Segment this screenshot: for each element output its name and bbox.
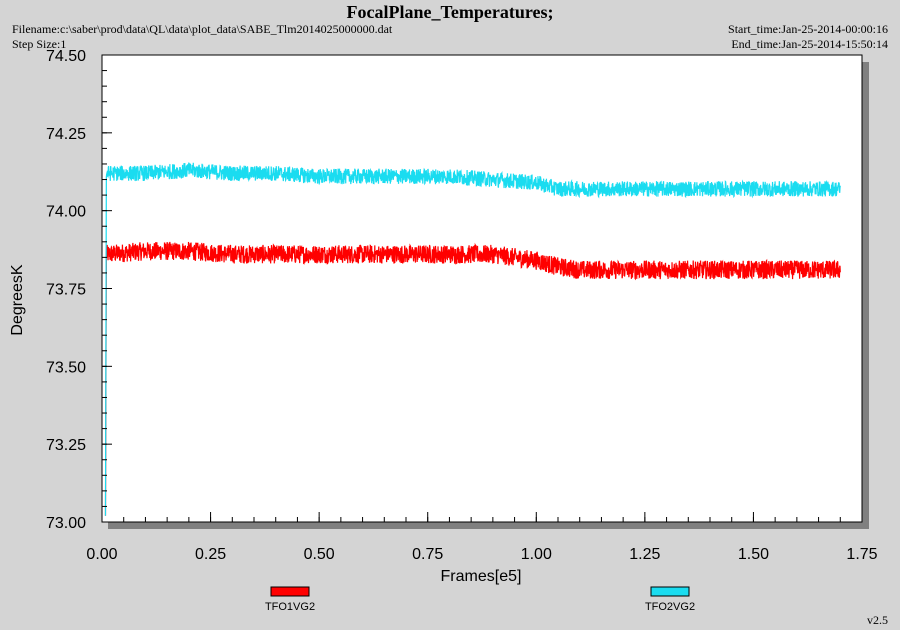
plot-area — [101, 54, 863, 523]
x-tick-label: 1.75 — [846, 546, 877, 563]
end-time-label: End_time:Jan-25-2014-15:50:14 — [731, 37, 888, 51]
x-tick-label: 0.25 — [195, 546, 226, 563]
x-tick-label: 0.50 — [304, 546, 335, 563]
series-line-tfo1vg2 — [104, 241, 841, 516]
y-tick-label: 74.00 — [46, 204, 86, 221]
legend: TFO1VG2 TFO2VG2 — [265, 586, 695, 613]
x-tick-label: 1.00 — [521, 546, 552, 563]
version-label: v2.5 — [867, 613, 888, 627]
chart-title: FocalPlane_Temperatures; — [346, 2, 554, 22]
y-tick-label: 73.00 — [46, 515, 86, 532]
start-time-label: Start_time:Jan-25-2014-00:00:16 — [728, 22, 888, 36]
x-tick-label: 1.50 — [738, 546, 769, 563]
series-line-tfo2vg2 — [104, 162, 841, 516]
labels-layer: 73.00 73.25 73.50 73.75 74.00 74.25 74.50 0.00 0… — [46, 48, 878, 563]
y-tick-label: 74.50 — [46, 48, 86, 65]
y-axis-label: DegreesK — [9, 264, 26, 335]
x-tick-label: 0.00 — [86, 546, 117, 563]
step-size-label: Step Size:1 — [12, 37, 67, 51]
legend-swatch-tfo1vg2 — [270, 586, 310, 597]
series-layer — [104, 162, 841, 516]
legend-label-tfo2vg2: TFO2VG2 — [645, 601, 695, 613]
x-tick-label: 0.75 — [412, 546, 443, 563]
ticks-layer — [101, 54, 863, 523]
legend-swatch-tfo2vg2 — [650, 586, 690, 597]
x-tick-label: 1.25 — [629, 546, 660, 563]
filename-label: Filename:c:\saber\prod\data\QL\data\plot… — [12, 22, 393, 36]
legend-label-tfo1vg2: TFO1VG2 — [265, 601, 315, 613]
y-tick-label: 74.25 — [46, 126, 86, 143]
x-axis-label: Frames[e5] — [441, 568, 522, 585]
y-tick-label: 73.75 — [46, 282, 86, 299]
y-tick-label: 73.50 — [46, 359, 86, 376]
y-tick-label: 73.25 — [46, 437, 86, 454]
